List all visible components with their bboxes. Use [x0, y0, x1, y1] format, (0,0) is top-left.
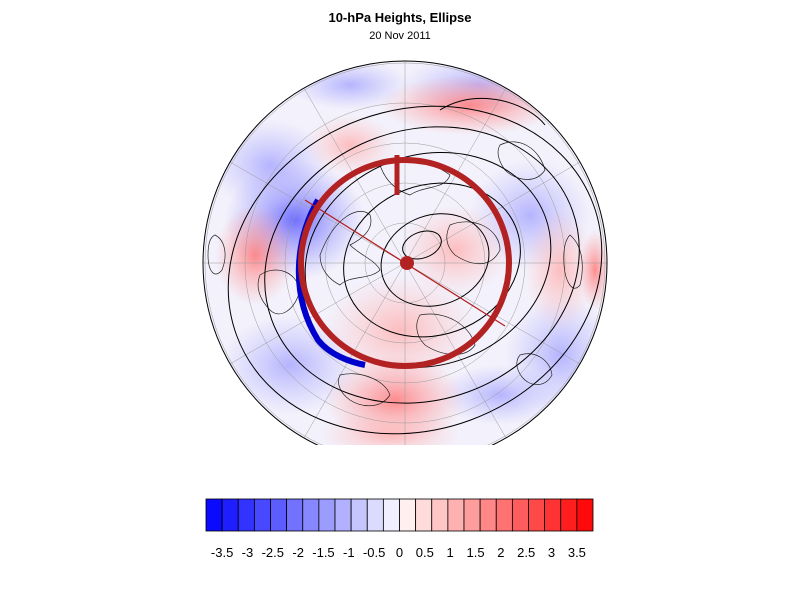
- colorbar-swatch: [286, 498, 304, 532]
- colorbar-swatch: [350, 498, 368, 532]
- colorbar-swatch: [544, 498, 562, 532]
- colorbar-tick-label: -0.5: [362, 545, 386, 560]
- colorbar-swatch: [447, 498, 465, 532]
- colorbar: [205, 498, 594, 532]
- colorbar-tick-label: -3.5: [210, 545, 234, 560]
- colorbar-swatch: [479, 498, 497, 532]
- map-date: 20 Nov 2011: [369, 30, 431, 42]
- colorbar-swatch: [399, 498, 417, 532]
- map-title: 10-hPa Heights, Ellipse: [328, 10, 472, 25]
- colorbar-swatch: [511, 498, 529, 532]
- colorbar-swatch: [415, 498, 433, 532]
- colorbar-swatch: [205, 498, 223, 532]
- colorbar-swatch: [382, 498, 400, 532]
- colorbar-swatch: [366, 498, 384, 532]
- colorbar-swatch: [318, 498, 336, 532]
- colorbar-tick-label: 1: [446, 545, 454, 560]
- colorbar-tick-label: -3: [241, 545, 254, 560]
- colorbar-tick-label: -2: [292, 545, 304, 560]
- colorbar-swatch: [253, 498, 271, 532]
- colorbar-tick-label: 2.5: [517, 545, 536, 560]
- colorbar-tick-label: 1.5: [466, 545, 485, 560]
- colorbar-tick-label: 0.5: [415, 545, 434, 560]
- colorbar-tick-label: -1.5: [312, 545, 335, 560]
- colorbar-swatch: [237, 498, 255, 532]
- colorbar-swatch: [528, 498, 546, 532]
- colorbar-swatch: [334, 498, 352, 532]
- polar-map: [202, 60, 608, 445]
- colorbar-swatch: [270, 498, 288, 532]
- colorbar-swatch: [495, 498, 513, 532]
- colorbar-tick-label: -2.5: [261, 545, 284, 560]
- colorbar-swatch: [576, 498, 594, 532]
- colorbar-swatch: [463, 498, 481, 532]
- colorbar-tick-label: 0: [395, 545, 404, 560]
- colorbar-swatch: [560, 498, 578, 532]
- colorbar-tick-label: 2: [497, 545, 505, 560]
- colorbar-tick-label: 3: [547, 545, 556, 560]
- colorbar-swatch: [302, 498, 320, 532]
- colorbar-tick-label: -1: [343, 545, 355, 560]
- colorbar-swatch: [431, 498, 449, 532]
- colorbar-swatch: [221, 498, 239, 532]
- colorbar-tick-label: 3.5: [567, 545, 586, 560]
